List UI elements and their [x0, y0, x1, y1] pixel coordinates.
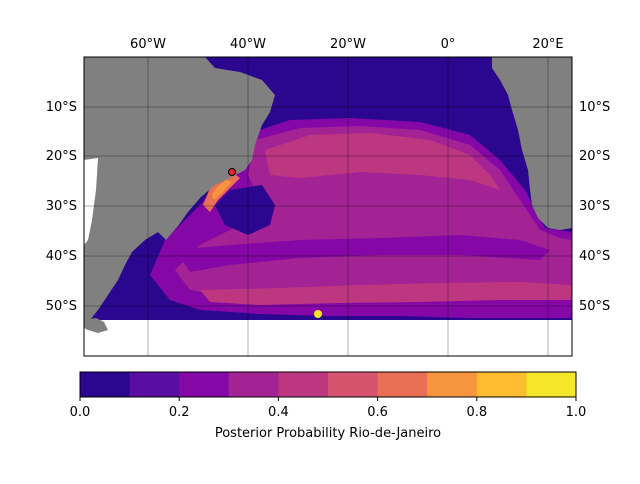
lat-label-right-20s: 20°S	[579, 149, 610, 164]
inland-white-patch	[84, 158, 98, 245]
lat-label-left-10s: 10°S	[46, 100, 77, 115]
lat-label-right-30s: 30°S	[579, 199, 610, 214]
colorbar-cell	[526, 372, 577, 397]
lat-label-left-20s: 20°S	[46, 149, 77, 164]
colorbar-tick-labels: 0.0 0.2 0.4 0.6 0.8 1.0	[70, 405, 587, 420]
lat-label-left-30s: 30°S	[46, 199, 77, 214]
lat-label-right-40s: 40°S	[579, 249, 610, 264]
southern-hotspot	[314, 310, 322, 318]
lat-label-right-10s: 10°S	[579, 100, 610, 115]
ocean-central-low-region	[215, 185, 275, 235]
south-america-land	[84, 57, 275, 322]
colorbar-cell	[377, 372, 428, 397]
coastal-peak-plume	[212, 180, 232, 200]
colorbar-frame	[79, 371, 577, 398]
colorbar-tick-4: 0.8	[466, 405, 487, 420]
colorbar-tick-0: 0.0	[70, 405, 91, 420]
colorbar-cell	[427, 372, 478, 397]
patagonia-tip	[84, 318, 108, 333]
gridlines	[84, 57, 572, 356]
map-panel	[84, 57, 572, 356]
latitude-labels-left: 10°S 20°S 30°S 40°S 50°S	[46, 100, 77, 314]
lat-label-left-40s: 40°S	[46, 249, 77, 264]
colorbar-cell	[179, 372, 230, 397]
colorbar-cell	[328, 372, 379, 397]
no-data-area	[84, 320, 572, 356]
colorbar-ticks	[79, 397, 577, 401]
colorbar-cell	[476, 372, 527, 397]
map-frame	[83, 56, 573, 357]
lon-label-20w: 20°W	[330, 37, 366, 52]
ocean-magenta-region	[265, 133, 500, 190]
colorbar-cell	[278, 372, 329, 397]
colorbar-cell	[129, 372, 180, 397]
colorbar	[80, 372, 577, 397]
lon-label-40w: 40°W	[230, 37, 266, 52]
africa-land	[492, 57, 572, 230]
colorbar-tick-1: 0.2	[169, 405, 190, 420]
lat-label-left-50s: 50°S	[46, 299, 77, 314]
colorbar-tick-3: 0.6	[367, 405, 388, 420]
lat-label-right-50s: 50°S	[579, 299, 610, 314]
latitude-labels-right: 10°S 20°S 30°S 40°S 50°S	[579, 100, 610, 314]
colorbar-cell	[80, 372, 131, 397]
lon-label-20e: 20°E	[532, 37, 563, 52]
ocean-inner-band	[175, 235, 550, 272]
rio-release-marker	[228, 168, 236, 176]
lon-label-0: 0°	[441, 37, 456, 52]
colorbar-tick-5: 1.0	[566, 405, 587, 420]
colorbar-label: Posterior Probability Rio-de-Janeiro	[215, 426, 441, 441]
ocean-southern-band	[200, 282, 572, 305]
colorbar-cell	[228, 372, 279, 397]
longitude-labels: 60°W 40°W 20°W 0° 20°E	[130, 37, 564, 52]
lon-label-60w: 60°W	[130, 37, 166, 52]
colorbar-tick-2: 0.4	[268, 405, 289, 420]
